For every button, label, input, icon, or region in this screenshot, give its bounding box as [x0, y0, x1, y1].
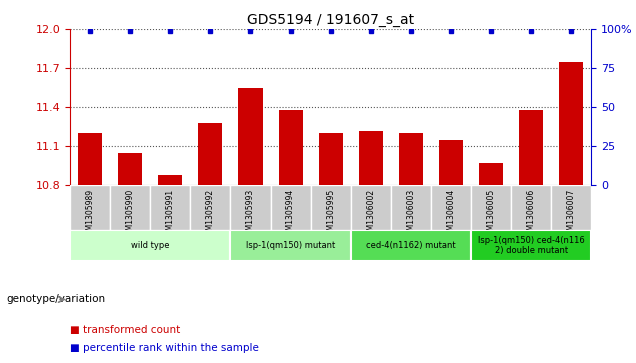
Bar	[310, 185, 351, 230]
Text: lsp-1(qm150) ced-4(n116
2) double mutant: lsp-1(qm150) ced-4(n116 2) double mutant	[478, 236, 584, 256]
Bar	[70, 230, 230, 261]
Bar	[238, 88, 263, 185]
Bar	[319, 133, 343, 185]
Bar	[230, 230, 351, 261]
Text: GSM1306006: GSM1306006	[527, 189, 536, 240]
Bar	[471, 185, 511, 230]
Text: GSM1305995: GSM1305995	[326, 189, 335, 240]
Bar	[351, 185, 391, 230]
Bar	[519, 110, 543, 185]
Bar	[359, 131, 383, 185]
Text: GSM1306007: GSM1306007	[567, 189, 576, 240]
Text: GSM1306003: GSM1306003	[406, 189, 415, 240]
Bar	[198, 123, 223, 185]
Bar	[551, 185, 591, 230]
Bar	[150, 185, 190, 230]
Bar	[431, 185, 471, 230]
Title: GDS5194 / 191607_s_at: GDS5194 / 191607_s_at	[247, 13, 414, 26]
Text: ced-4(n1162) mutant: ced-4(n1162) mutant	[366, 241, 456, 250]
Bar	[70, 185, 110, 230]
Bar	[230, 185, 270, 230]
Bar	[471, 230, 591, 261]
Text: genotype/variation: genotype/variation	[6, 294, 106, 305]
Text: GSM1306004: GSM1306004	[446, 189, 455, 240]
Bar	[511, 185, 551, 230]
Bar	[110, 185, 150, 230]
Text: GSM1305989: GSM1305989	[85, 189, 95, 240]
Bar	[78, 133, 102, 185]
Bar	[270, 185, 310, 230]
Text: GSM1305991: GSM1305991	[166, 189, 175, 240]
Text: lsp-1(qm150) mutant: lsp-1(qm150) mutant	[246, 241, 335, 250]
Bar	[351, 230, 471, 261]
Bar	[118, 153, 142, 185]
Text: ■ transformed count: ■ transformed count	[70, 325, 180, 335]
Text: GSM1305993: GSM1305993	[246, 189, 255, 240]
Bar	[279, 110, 303, 185]
Bar	[560, 62, 583, 185]
Text: wild type: wild type	[131, 241, 169, 250]
Bar	[158, 175, 183, 185]
Text: GSM1306005: GSM1306005	[487, 189, 495, 240]
Bar	[439, 140, 463, 185]
Text: GSM1305990: GSM1305990	[126, 189, 135, 240]
Bar	[391, 185, 431, 230]
Text: GSM1305992: GSM1305992	[206, 189, 215, 240]
Text: ■ percentile rank within the sample: ■ percentile rank within the sample	[70, 343, 259, 354]
Text: GSM1305994: GSM1305994	[286, 189, 295, 240]
Bar	[399, 133, 423, 185]
Text: GSM1306002: GSM1306002	[366, 189, 375, 240]
Bar	[479, 163, 503, 185]
Bar	[190, 185, 230, 230]
